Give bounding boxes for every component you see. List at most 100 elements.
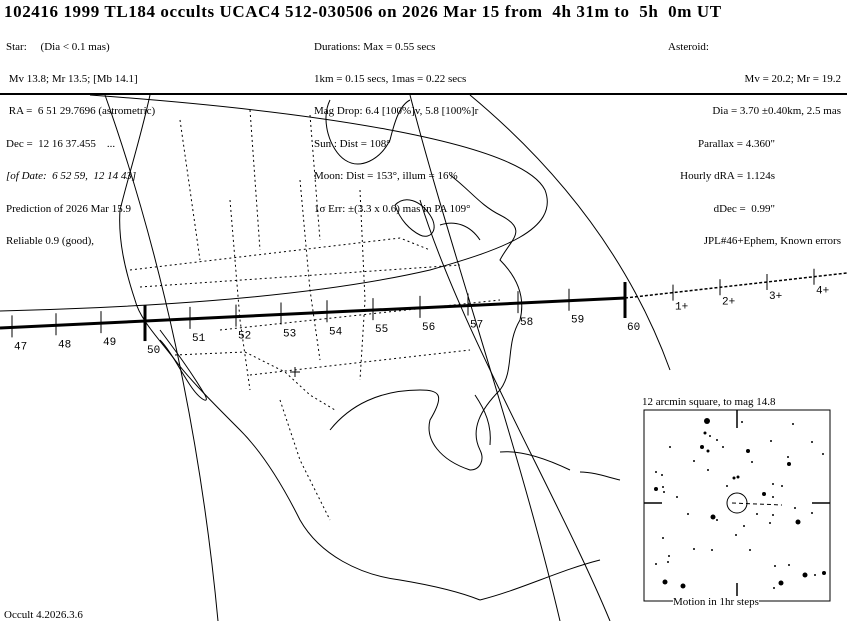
coastline-florida — [474, 394, 491, 446]
hudson-bay — [325, 99, 411, 165]
field-star — [736, 475, 740, 479]
minute-label: 58 — [520, 317, 533, 329]
field-star — [706, 449, 710, 453]
field-star — [680, 583, 686, 589]
field-star — [709, 435, 711, 437]
field-star — [772, 483, 774, 485]
field-star — [788, 564, 790, 566]
minute-label: 48 — [58, 339, 71, 351]
field-star — [822, 571, 826, 575]
minute-label: 56 — [422, 322, 435, 334]
minute-label: 49 — [103, 337, 116, 349]
state-border — [359, 189, 366, 381]
minute-label: 57 — [470, 320, 483, 332]
field-star — [663, 491, 665, 493]
post-label: 4+ — [816, 286, 829, 298]
field-star — [704, 418, 710, 424]
field-star — [814, 574, 816, 576]
star-line: Prediction of 2026 Mar 15.9 — [6, 202, 131, 215]
field-star — [667, 561, 669, 563]
borders — [129, 109, 501, 521]
field-star — [711, 549, 713, 551]
field-star — [781, 485, 783, 487]
field-star — [811, 512, 813, 514]
inset-caption: Motion in 1hr steps — [673, 596, 759, 608]
province-border — [309, 114, 321, 241]
meridian-line — [104, 94, 219, 621]
star-line: Reliable 0.9 (good), — [6, 234, 94, 247]
field-star — [756, 513, 758, 515]
coastline-west — [119, 94, 481, 601]
field-star — [746, 449, 750, 453]
asteroid-line: Hourly dRA = 1.124s — [680, 170, 775, 183]
field-star — [743, 525, 745, 527]
header-divider — [0, 93, 847, 95]
coastline-baja — [159, 329, 207, 401]
coastline-east — [449, 174, 523, 451]
field-star — [710, 514, 716, 520]
visibility-arc — [0, 94, 548, 312]
field-star — [669, 446, 671, 448]
field-star — [654, 487, 658, 491]
province-border — [249, 109, 261, 251]
graticule — [0, 94, 671, 621]
state-border — [139, 264, 461, 288]
field-star — [795, 519, 801, 525]
central-line — [0, 296, 626, 330]
path-continuation — [624, 272, 847, 299]
minute-label: 54 — [329, 326, 343, 338]
field-star — [735, 534, 737, 536]
post-label: 2+ — [722, 296, 735, 308]
coastline-gulf — [329, 389, 483, 471]
field-star — [769, 522, 771, 524]
event-line: Moon: Dist = 153°, illum = 16% — [314, 170, 458, 183]
asteroid-info: Asteroid: Mv = 20.2; Mr = 19.2 Dia = 3.7… — [601, 20, 841, 268]
state-border — [229, 199, 251, 391]
event-line: Sun : Dist = 108° — [314, 137, 391, 150]
field-star — [787, 456, 789, 458]
inset-title: 12 arcmin square, to mag 14.8 — [642, 396, 776, 408]
field-star — [794, 507, 796, 509]
field-star — [787, 462, 791, 466]
field-star — [662, 486, 664, 488]
coastlines — [119, 94, 621, 601]
field-star — [749, 549, 751, 551]
field-star — [655, 471, 657, 473]
field-star — [716, 519, 718, 521]
field-star — [703, 431, 707, 435]
star-chart-inset — [643, 409, 831, 602]
province-border — [179, 119, 201, 261]
field-star — [662, 537, 664, 539]
event-line: Durations: Max = 0.55 secs — [314, 40, 436, 53]
field-star — [762, 492, 766, 496]
state-border — [249, 349, 471, 376]
field-star — [726, 485, 728, 487]
minute-label: 60 — [627, 322, 640, 334]
field-star — [772, 514, 774, 516]
border-us-mexico — [174, 351, 336, 411]
field-star — [773, 587, 775, 589]
minute-label: 59 — [571, 315, 584, 327]
central-path: 47 48 49 50 51 52 53 54 55 56 57 58 59 60 1+ 2+ 3+ 4+ — [0, 268, 847, 357]
field-star — [716, 439, 718, 441]
cuba — [499, 451, 571, 471]
field-star — [668, 555, 670, 557]
field-star — [655, 563, 657, 565]
inset-frame — [643, 409, 831, 602]
field-star — [676, 496, 678, 498]
field-star — [661, 474, 663, 476]
asteroid-line: JPL#46+Ephem, Known errors — [703, 234, 841, 247]
minute-label: 50 — [147, 345, 160, 357]
center-cross-icon — [290, 367, 300, 377]
star-info: Star: (Dia < 0.1 mas) Mv 13.8; Mr 13.5; … — [6, 20, 155, 268]
asteroid-line: Dia = 3.70 ±0.40km, 2.5 mas — [712, 105, 841, 118]
state-border — [299, 179, 321, 361]
great-lakes — [394, 199, 481, 241]
visibility-arc — [469, 94, 671, 371]
target-star-circle — [726, 492, 748, 514]
field-star — [732, 476, 736, 480]
field-star — [700, 445, 704, 449]
state-border — [219, 299, 501, 331]
